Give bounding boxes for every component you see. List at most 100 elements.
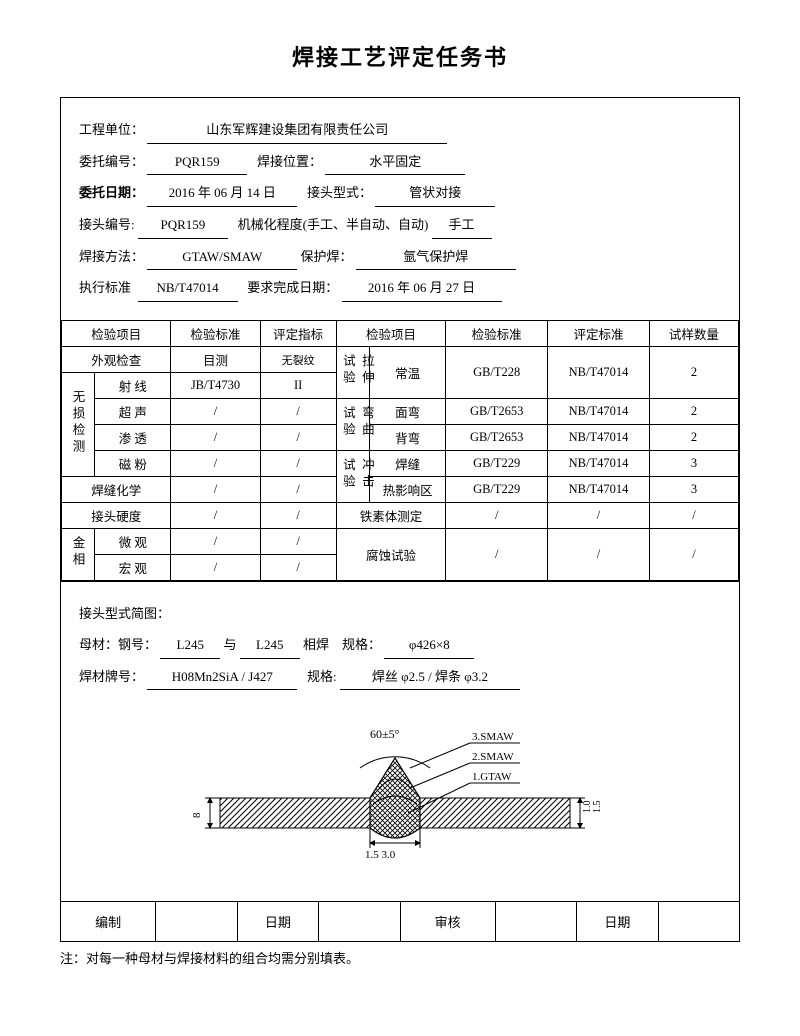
cell: GB/T228 <box>446 347 548 399</box>
mech-label: 机械化程度(手工、半自动、自动) <box>238 217 429 232</box>
weld-pos-value: 水平固定 <box>325 150 465 176</box>
cell: 2 <box>649 399 738 425</box>
layer3-text: 3.SMAW <box>472 731 514 743</box>
cell: 3 <box>649 451 738 477</box>
cell: / <box>260 503 336 529</box>
weld-diagram: 60±5° 3.SMAW 2.SMAW 1.GTAW 8 1.5 3.0 <box>160 698 640 878</box>
cell: / <box>171 399 260 425</box>
prep-value <box>156 902 237 941</box>
layer2-text: 2.SMAW <box>472 751 514 763</box>
cell: II <box>260 373 336 399</box>
due-label: 要求完成日期： <box>247 280 338 295</box>
filler-value: H08Mn2SiA / J427 <box>147 665 297 691</box>
joint-type-value: 管状对接 <box>375 181 495 207</box>
cell: / <box>548 503 650 529</box>
cell: / <box>171 451 260 477</box>
cell: GB/T2653 <box>446 425 548 451</box>
org-label: 工程单位： <box>79 122 144 137</box>
cell: 热影响区 <box>369 477 445 503</box>
review-label: 审核 <box>401 902 496 941</box>
cell: NB/T47014 <box>548 451 650 477</box>
joint-no-label: 接头编号: <box>79 217 135 232</box>
cell: / <box>171 425 260 451</box>
col-item: 检验项目 <box>62 321 171 347</box>
std-label: 执行标准 <box>79 280 131 295</box>
filler-spec-label: 规格: <box>307 669 337 684</box>
cell: GB/T229 <box>446 477 548 503</box>
cell: 腐蚀试验 <box>336 529 445 581</box>
cell: 微 观 <box>95 529 171 555</box>
cell: NB/T47014 <box>548 425 650 451</box>
table-header-row: 检验项目 检验标准 评定指标 检验项目 检验标准 评定标准 试样数量 <box>62 321 739 347</box>
weld-pos-label: 焊接位置： <box>257 154 322 169</box>
cell: 背弯 <box>369 425 445 451</box>
metal-group: 金相 <box>62 529 95 581</box>
review-value <box>496 902 577 941</box>
date1-value <box>319 902 400 941</box>
inspection-table: 检验项目 检验标准 评定指标 检验项目 检验标准 评定标准 试样数量 外观检查 … <box>61 320 739 581</box>
thick-text: 8 <box>191 812 203 818</box>
entrust-no-value: PQR159 <box>147 150 247 176</box>
cell: NB/T47014 <box>548 347 650 399</box>
entrust-date-label: 委托日期： <box>79 185 144 200</box>
std-value: NB/T47014 <box>138 276 238 302</box>
base-v2: L245 <box>240 633 300 659</box>
date2-value <box>659 902 739 941</box>
col-item2: 检验项目 <box>336 321 445 347</box>
col-std: 检验标准 <box>171 321 260 347</box>
cell: / <box>171 555 260 581</box>
table-row: 接头硬度 / / 铁素体测定 / / / <box>62 503 739 529</box>
layer1-text: 1.GTAW <box>472 771 512 783</box>
shield-label: 保护焊： <box>301 249 353 264</box>
cell: 目测 <box>171 347 260 373</box>
cell: / <box>171 529 260 555</box>
joint-no-value: PQR159 <box>138 213 228 239</box>
base-v1: L245 <box>160 633 220 659</box>
angle-text: 60±5° <box>370 727 400 741</box>
cell: / <box>649 529 738 581</box>
cell: 渗 透 <box>95 425 171 451</box>
cell: 面弯 <box>369 399 445 425</box>
table-row: 超 声 / / 弯曲试验 面弯 GB/T2653 NB/T47014 2 <box>62 399 739 425</box>
cell: GB/T229 <box>446 451 548 477</box>
cell: / <box>548 529 650 581</box>
cell: 3 <box>649 477 738 503</box>
filler-label: 焊材牌号： <box>79 669 144 684</box>
due-value: 2016 年 06 月 27 日 <box>342 276 502 302</box>
entrust-no-label: 委托编号： <box>79 154 144 169</box>
cell: / <box>260 555 336 581</box>
date2-label: 日期 <box>577 902 658 941</box>
col-crit: 评定指标 <box>260 321 336 347</box>
method-label: 焊接方法： <box>79 249 144 264</box>
cell: / <box>446 529 548 581</box>
base-label: 母材：钢号： <box>79 637 157 652</box>
cell: 宏 观 <box>95 555 171 581</box>
col-qty: 试样数量 <box>649 321 738 347</box>
cell: / <box>260 425 336 451</box>
cell: 超 声 <box>95 399 171 425</box>
table-row: 渗 透 / / 背弯 GB/T2653 NB/T47014 2 <box>62 425 739 451</box>
h2-text: 1.5 <box>592 801 603 814</box>
table-row: 磁 粉 / / 冲击试验 焊缝 GB/T229 NB/T47014 3 <box>62 451 739 477</box>
prep-label: 编制 <box>61 902 156 941</box>
impact-group: 冲击试验 <box>336 451 369 503</box>
header-block: 工程单位： 山东军辉建设集团有限责任公司 委托编号： PQR159 焊接位置： … <box>61 98 739 320</box>
org-value: 山东军辉建设集团有限责任公司 <box>147 118 447 144</box>
cell: / <box>260 399 336 425</box>
method-value: GTAW/SMAW <box>147 245 297 271</box>
gap-text: 1.5 3.0 <box>365 849 396 861</box>
col-crit2: 评定标准 <box>548 321 650 347</box>
cell: 接头硬度 <box>62 503 171 529</box>
cell: 焊缝化学 <box>62 477 171 503</box>
cell: JB/T4730 <box>171 373 260 399</box>
entrust-date-value: 2016 年 06 月 14 日 <box>147 181 297 207</box>
base-spec: φ426×8 <box>384 633 474 659</box>
table-row: 焊缝化学 / / 热影响区 GB/T229 NB/T47014 3 <box>62 477 739 503</box>
cell: 射 线 <box>95 373 171 399</box>
cell: 常温 <box>369 347 445 399</box>
table-row: 外观检查 目测 无裂纹 拉伸试验 常温 GB/T228 NB/T47014 2 <box>62 347 739 373</box>
cell: 磁 粉 <box>95 451 171 477</box>
cell: / <box>171 503 260 529</box>
table-row: 金相 微 观 / / 腐蚀试验 / / / <box>62 529 739 555</box>
cell: GB/T2653 <box>446 399 548 425</box>
